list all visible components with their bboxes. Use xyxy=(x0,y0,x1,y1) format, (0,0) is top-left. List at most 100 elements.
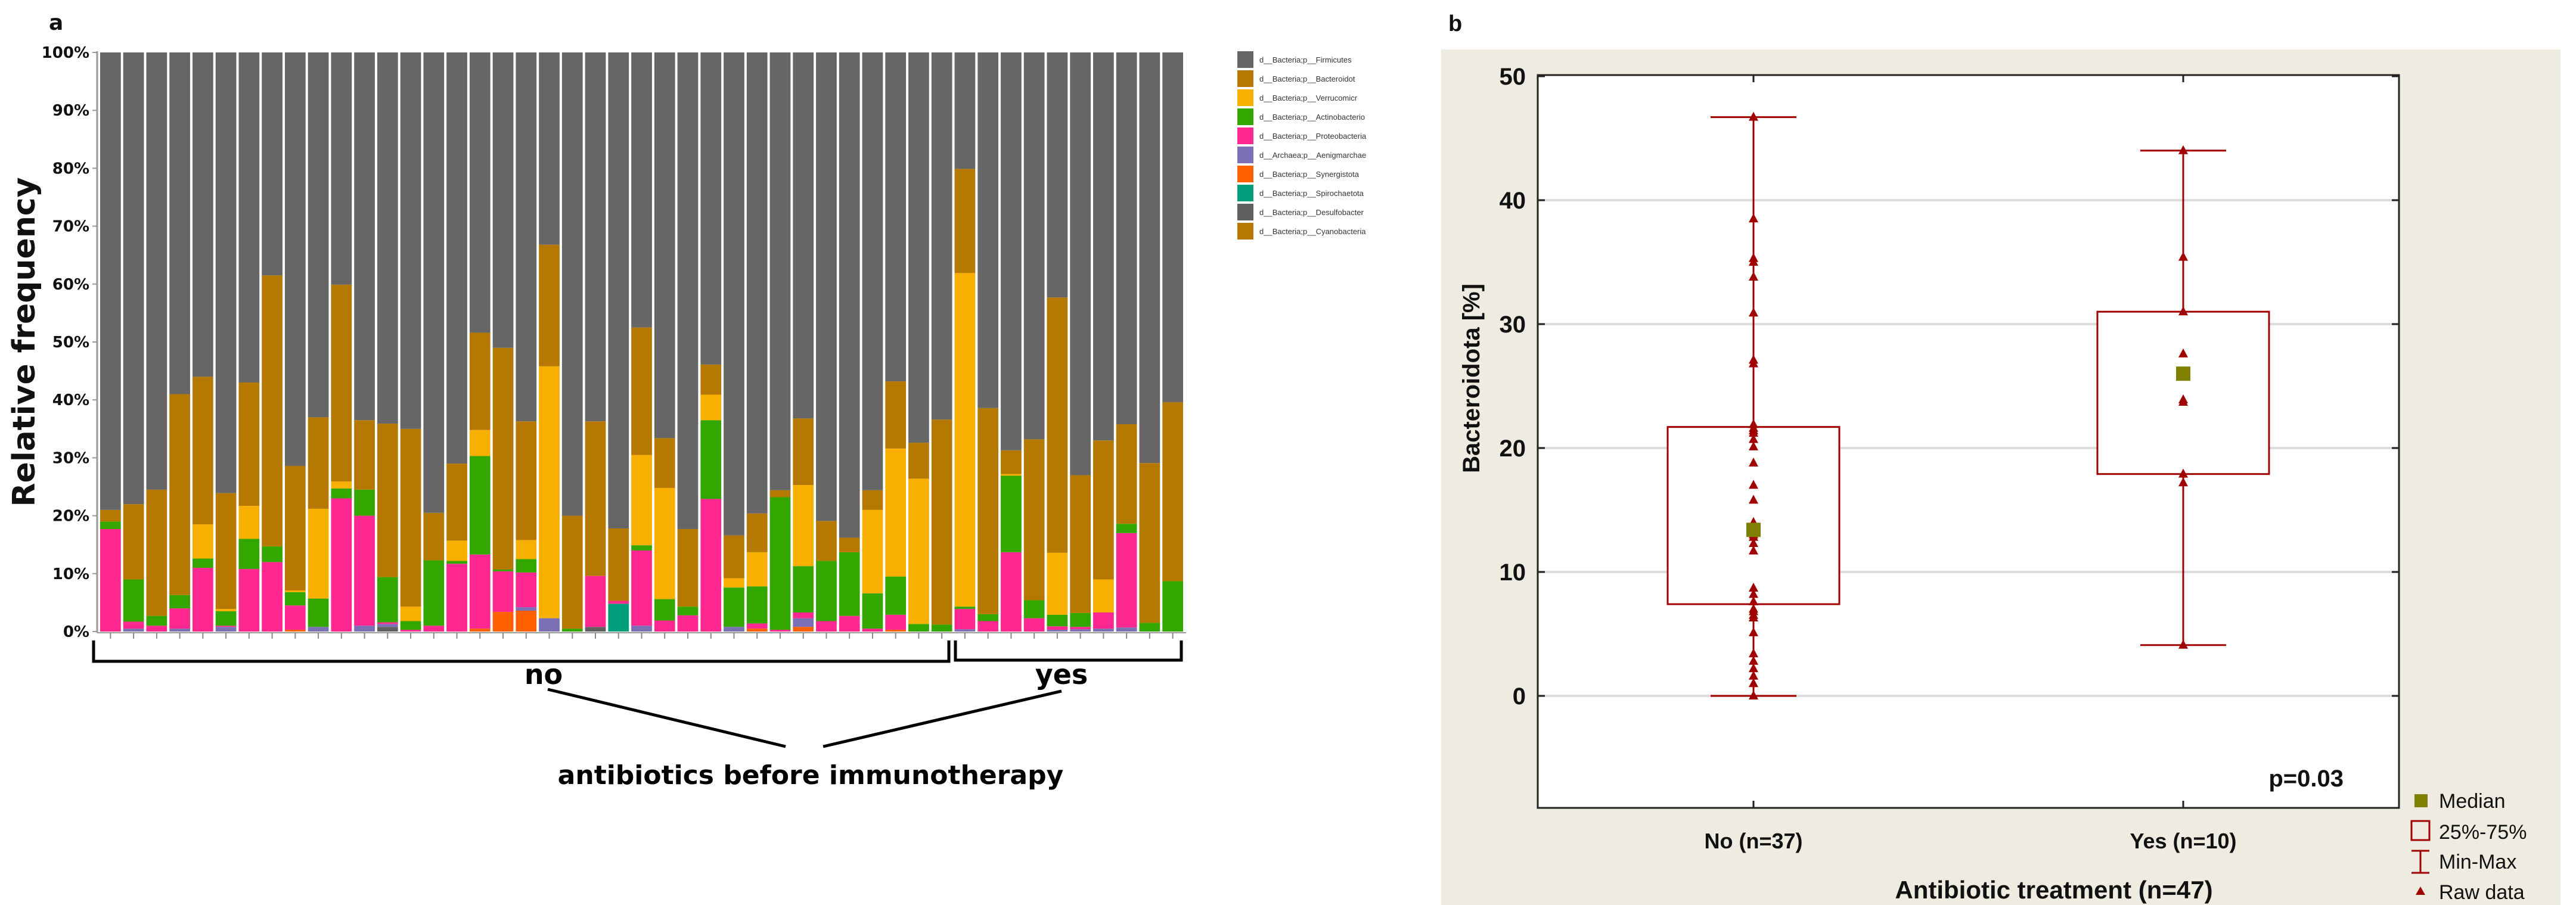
bar-segment-arc xyxy=(1093,629,1114,632)
y-tick-labels: 0% 10% 20% 30% 40% 50% 60% 70% 80% 90% 100% xyxy=(42,44,97,641)
bar-segment-pro xyxy=(284,605,306,630)
y-tick-label: 50 xyxy=(1500,64,1526,90)
bar-segment-act xyxy=(862,593,883,629)
bar-segment-firmicutes xyxy=(585,52,606,422)
raw-data-point xyxy=(1749,257,1758,266)
bar-segment-pro xyxy=(608,601,629,604)
bar-segment-bac xyxy=(1162,402,1183,581)
bar-segment-pro xyxy=(100,528,121,632)
bar-segment-firmicutes xyxy=(469,52,491,333)
bar-segment-pro xyxy=(1070,627,1091,630)
bar-segment-firmicutes xyxy=(677,52,699,529)
bar-segment-firmicutes xyxy=(284,52,306,467)
bar-segment-firmicutes xyxy=(977,52,999,408)
raw-data-point xyxy=(1749,691,1758,699)
bar-segment-act xyxy=(677,607,699,615)
raw-data-point xyxy=(2178,477,2188,487)
bar-segment-bac xyxy=(146,489,167,616)
legend-swatch xyxy=(1237,185,1253,201)
legend-swatch xyxy=(1237,127,1253,144)
bar-segment-firmicutes xyxy=(192,52,213,377)
x-tick-label: Yes (n=10) xyxy=(2130,829,2236,853)
bar-segment-act xyxy=(331,488,352,499)
legend-label: d__Bacteria;p__Synergistota xyxy=(1259,170,1360,179)
bar-segment-arc xyxy=(631,626,652,632)
connector-yes xyxy=(823,689,1062,748)
group-label-no: no xyxy=(524,658,563,691)
bar-segment-bac xyxy=(169,394,190,595)
connector-no xyxy=(547,688,786,748)
bar-segment-arc xyxy=(724,627,744,632)
bar-segment-bac xyxy=(492,347,514,570)
bar-segment-bac xyxy=(608,528,629,601)
bar-segment-act xyxy=(215,611,237,626)
bar-segment-firmicutes xyxy=(816,52,837,521)
group-title: antibiotics before immunotherapy xyxy=(558,760,1064,791)
legend-raw-triangle-icon xyxy=(2416,887,2425,895)
bar-segment-act xyxy=(354,489,375,516)
bar-segment-pro xyxy=(885,614,907,630)
bar-segment-ver xyxy=(1047,552,1068,615)
legend-label: d__Bacteria;p__Verrucomicr xyxy=(1259,94,1358,102)
legend-swatch xyxy=(1237,223,1253,240)
bar-segment-act xyxy=(1070,612,1091,627)
bar-segment-ver xyxy=(631,455,652,546)
raw-data-point xyxy=(1749,111,1758,121)
bar-segment-des xyxy=(585,627,606,632)
bar-segment-act xyxy=(654,599,675,621)
bar-segment-ver xyxy=(284,590,306,592)
bar-segment-firmicutes xyxy=(631,52,652,328)
raw-data-point xyxy=(2178,639,2188,649)
bar-segment-act xyxy=(1023,600,1045,618)
raw-data-point xyxy=(1749,495,1758,504)
legend-label: d__Bacteria;p__Bacteroidot xyxy=(1259,74,1355,83)
y-tick-label: 90% xyxy=(52,102,89,120)
bar-segment-ver xyxy=(700,394,722,421)
bar-segment-pro xyxy=(238,569,260,632)
bar-segment-bac xyxy=(284,466,306,590)
bar-segment-act xyxy=(954,607,976,609)
bar-segment-act xyxy=(169,595,190,609)
raw-data-point xyxy=(1749,648,1758,658)
raw-data-point xyxy=(1749,583,1758,592)
plot-frame xyxy=(1537,74,2400,809)
median-marker xyxy=(1746,523,1761,537)
y-tick-label: 70% xyxy=(52,218,89,236)
raw-data-point xyxy=(1749,428,1758,437)
bar-segment-bac xyxy=(308,417,329,509)
bar-segment-firmicutes xyxy=(215,52,237,493)
bar-segment-act xyxy=(1116,524,1137,533)
bar-segment-act xyxy=(839,552,860,616)
legend-box-label: 25%-75% xyxy=(2439,821,2527,844)
bar-segment-act xyxy=(516,559,537,573)
bar-segment-ver xyxy=(400,607,421,621)
bar-segment-act xyxy=(308,598,329,627)
bar-segment-act xyxy=(469,456,491,555)
bar-segment-arc xyxy=(516,607,537,611)
x-axis-title: Antibiotic treatment (n=47) xyxy=(1895,876,2212,904)
bar-segment-firmicutes xyxy=(123,52,144,505)
y-tick-label: 30% xyxy=(52,449,89,467)
y-tick-label: 30 xyxy=(1500,312,1526,338)
bar-segment-bac xyxy=(446,464,467,541)
y-tick-label: 50% xyxy=(52,334,89,352)
bar-segment-bac xyxy=(1093,440,1114,580)
bar-segment-act xyxy=(423,560,445,626)
bar-segment-act xyxy=(977,614,999,621)
legend-label: d__Bacteria;p__Actinobacterio xyxy=(1259,113,1365,122)
bar-segment-pro xyxy=(146,626,167,632)
bar-segment-pro xyxy=(1116,533,1137,628)
legend-label: d__Bacteria;p__Firmicutes xyxy=(1259,55,1352,64)
bar-segment-bac xyxy=(931,419,952,625)
bar-segment-pro xyxy=(654,620,675,632)
legend-swatch xyxy=(1237,70,1253,87)
raw-data-point xyxy=(1749,545,1758,555)
legend-median-swatch xyxy=(2414,794,2428,807)
bar-segment-firmicutes xyxy=(516,52,537,422)
panel-a-label: a xyxy=(49,11,63,35)
bar-segment-bac xyxy=(585,421,606,576)
bar-segment-act xyxy=(816,561,837,621)
bar-segment-arc xyxy=(539,618,560,632)
legend-minmax-icon xyxy=(2411,850,2429,874)
raw-data-point xyxy=(2178,251,2188,261)
